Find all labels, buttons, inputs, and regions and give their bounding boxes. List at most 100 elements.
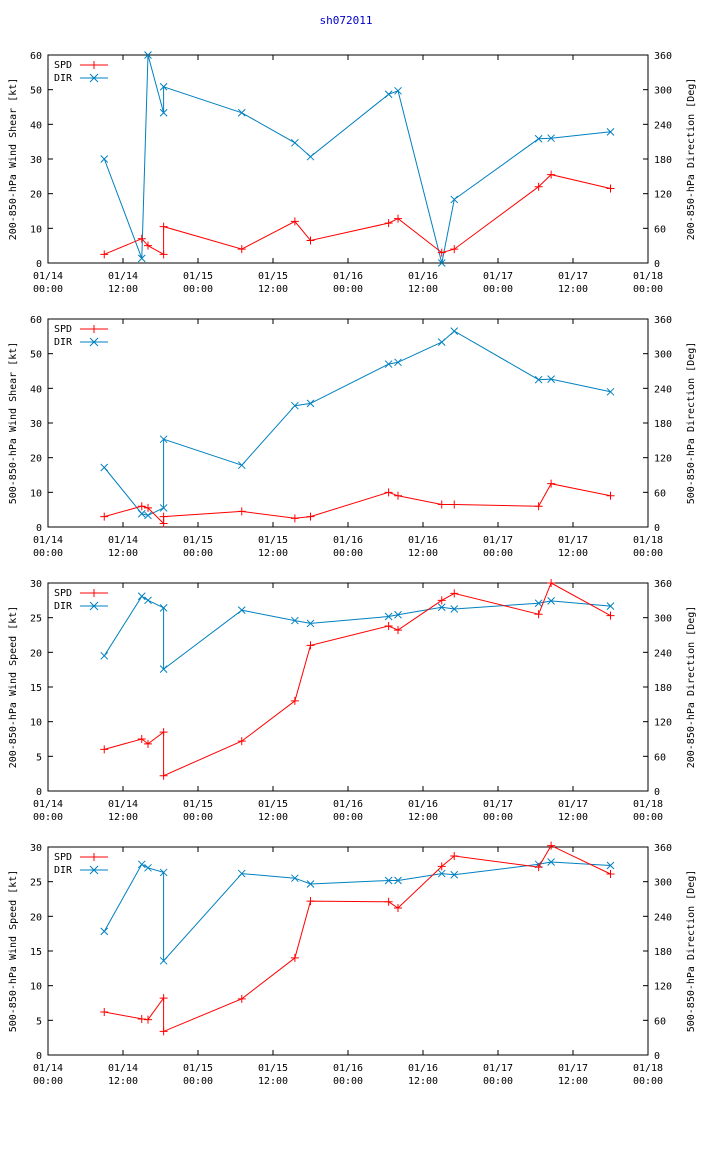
data-point-dir (437, 869, 446, 878)
y-right-tick-label: 180 (654, 155, 672, 166)
y-left-axis-label: 500-850-hPa Wind Shear [kt] (8, 342, 19, 505)
data-point-dir (306, 880, 315, 888)
x-tick-label-date: 01/17 (558, 799, 588, 810)
data-point-spd (159, 771, 168, 780)
data-point-spd (437, 500, 446, 509)
data-point-dir (291, 138, 299, 147)
plot-frame (47, 318, 649, 528)
data-point-spd (437, 248, 446, 257)
x-tick-label-date: 01/18 (633, 535, 663, 546)
y-left-tick-label: 5 (36, 752, 42, 763)
data-point-dir (144, 863, 152, 872)
x-tick-label-time: 12:00 (558, 284, 588, 295)
x-tick-label-date: 01/16 (408, 535, 438, 546)
data-point-spd (547, 579, 556, 587)
data-point-dir (306, 399, 315, 408)
data-point-spd (137, 735, 146, 743)
y-left-tick-label: 10 (30, 224, 42, 235)
y-left-tick-label: 30 (30, 579, 42, 590)
y-left-tick-label: 40 (30, 120, 42, 131)
legend-dir-label: DIR (54, 73, 73, 84)
data-point-dir (437, 603, 446, 612)
x-tick-label-time: 12:00 (108, 1076, 138, 1087)
y-right-tick-label: 360 (654, 843, 672, 854)
y-right-tick-label: 120 (654, 718, 672, 729)
data-point-dir (144, 596, 152, 605)
x-tick-label-time: 00:00 (183, 812, 213, 823)
data-point-spd (237, 245, 246, 254)
x-tick-label-time: 12:00 (408, 284, 438, 295)
data-point-dir (394, 358, 402, 367)
y-right-tick-label: 60 (654, 1016, 666, 1027)
legend-dir-marker (89, 865, 99, 875)
data-point-dir (547, 375, 555, 383)
data-point-dir (291, 874, 299, 883)
data-point-spd (547, 841, 556, 850)
data-point-dir (450, 870, 459, 879)
x-tick-label-time: 12:00 (258, 548, 288, 559)
legend-dir-label: DIR (54, 865, 73, 876)
data-point-dir (144, 51, 152, 59)
x-tick-label-time: 00:00 (33, 812, 63, 823)
y-right-tick-label: 300 (654, 86, 672, 97)
data-point-dir (100, 927, 109, 936)
y-left-tick-label: 10 (30, 982, 42, 993)
legend-spd-label: SPD (54, 852, 72, 863)
data-point-spd (306, 512, 315, 521)
legend-dir-label: DIR (54, 601, 73, 612)
y-left-axis-label: 200-850-hPa Wind Shear [kt] (8, 78, 19, 241)
data-point-spd (159, 994, 168, 1003)
data-point-dir (159, 665, 168, 673)
chart-panel: 05101520253006012018024030036001/1400:00… (8, 579, 697, 823)
data-point-spd (137, 1014, 146, 1023)
data-point-dir (100, 155, 109, 163)
data-point-spd (606, 611, 615, 620)
x-tick-label-date: 01/14 (108, 271, 138, 282)
x-tick-label-time: 12:00 (108, 548, 138, 559)
legend-spd-label: SPD (54, 324, 72, 335)
data-point-spd (100, 1008, 109, 1017)
y-right-axis-label: 200-850-hPa Direction [Deg] (686, 78, 697, 241)
legend-spd-marker (90, 853, 98, 861)
series-line-spd (104, 582, 611, 777)
data-point-dir (100, 651, 109, 660)
data-point-dir (159, 435, 168, 444)
y-left-tick-label: 10 (30, 488, 42, 499)
data-point-dir (534, 375, 543, 384)
data-point-dir (159, 504, 168, 512)
y-left-tick-label: 10 (30, 718, 42, 729)
y-right-tick-label: 360 (654, 579, 672, 590)
x-tick-label-date: 01/15 (258, 271, 288, 282)
x-tick-label-date: 01/15 (258, 799, 288, 810)
data-point-spd (437, 596, 446, 605)
legend-spd-label: SPD (54, 60, 72, 71)
y-right-tick-label: 120 (654, 190, 672, 201)
data-point-spd (384, 488, 393, 497)
x-tick-label-time: 00:00 (33, 1076, 63, 1087)
data-point-spd (534, 610, 543, 619)
data-point-dir (547, 858, 555, 866)
y-right-tick-label: 60 (654, 752, 666, 763)
y-left-tick-label: 20 (30, 912, 42, 923)
y-right-tick-label: 0 (654, 259, 660, 270)
x-tick-label-time: 00:00 (483, 1076, 513, 1087)
y-right-axis-label: 500-850-hPa Direction [Deg] (686, 870, 697, 1033)
x-tick-label-date: 01/16 (408, 799, 438, 810)
data-point-dir (137, 254, 146, 263)
data-point-spd (290, 514, 299, 523)
data-point-spd (290, 217, 299, 226)
legend-dir-marker (89, 337, 99, 347)
data-point-spd (159, 250, 168, 259)
data-point-dir (159, 868, 168, 877)
data-point-dir (306, 619, 315, 628)
x-tick-label-date: 01/16 (333, 799, 363, 810)
data-point-spd (384, 897, 393, 906)
x-tick-label-time: 12:00 (258, 812, 288, 823)
x-tick-label-date: 01/17 (483, 799, 513, 810)
x-tick-label-time: 00:00 (183, 284, 213, 295)
legend-dir-marker (89, 73, 99, 83)
y-left-tick-label: 30 (30, 419, 42, 430)
x-tick-label-date: 01/15 (258, 535, 288, 546)
data-point-spd (137, 502, 146, 511)
